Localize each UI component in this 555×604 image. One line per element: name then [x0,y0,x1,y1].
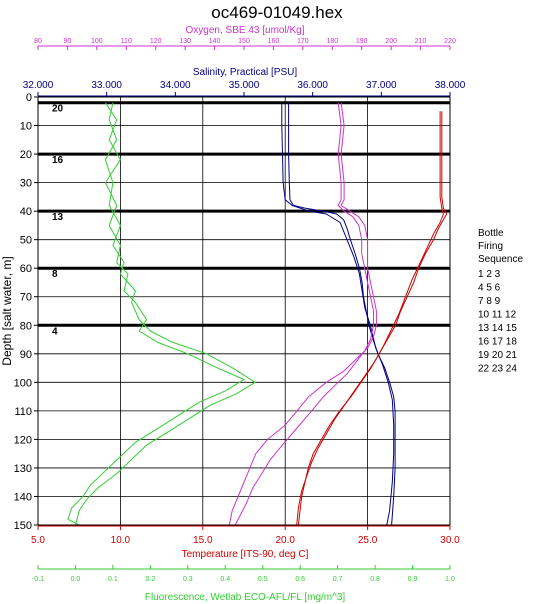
fluorescence-tick-label: 0.2 [145,576,155,583]
legend-row: 1 2 3 [478,269,501,280]
bottle-number-label: 8 [52,269,58,280]
bottle-number-label: 13 [52,212,64,223]
legend-row: 19 20 21 [478,350,517,361]
oxygen-tick-label: 170 [297,38,309,45]
legend-row: 22 23 24 [478,364,517,375]
depth-tick-label: 100 [14,377,32,389]
depth-tick-label: 50 [20,235,32,247]
oxygen-tick-label: 160 [268,38,280,45]
fluorescence-tick-label: 0.3 [183,576,193,583]
salinity-series-line [281,102,395,526]
fluorescence-series-line [75,102,256,526]
depth-axis: 0 10 20 30 40 50 60 70 80 90 100 110 120 130 140 150 [14,92,38,532]
bottle-number-label: 4 [52,326,58,337]
fluorescence-tick-label: 0.6 [295,576,305,583]
depth-tick-label: 0 [26,92,32,104]
oxygen-tick-label: 210 [415,38,427,45]
fluorescence-tick-label: 0.9 [408,576,418,583]
depth-tick-label: 20 [20,149,32,161]
legend-row: 7 8 9 [478,296,501,307]
oxygen-tick-label: 190 [356,38,368,45]
depth-tick-label: 140 [14,491,32,503]
salinity-tick-label: 36.000 [297,80,328,91]
oxygen-tick-label: 220 [444,38,456,45]
salinity-tick-label: 38.000 [435,80,466,91]
temperature-tick-label: 15.0 [193,535,213,546]
legend-title-line: Firing [478,241,503,252]
temperature-tick-label: 30.0 [440,535,460,546]
oxygen-axis: 80 90 100 110 120 130 140 150 160 170 180 190 200 210… [34,38,456,50]
depth-tick-label: 10 [20,121,32,133]
depth-tick-label: 30 [20,178,32,190]
salinity-axis-label: Salinity, Practical [PSU] [193,67,298,78]
bottle-number-label: 16 [52,155,64,166]
oxygen-tick-label: 130 [179,38,191,45]
salinity-tick-label: 37.000 [366,80,397,91]
oxygen-tick-label: 80 [34,38,42,45]
legend-title-line: Sequence [478,254,523,265]
bottle-firing-legend: Bottle Firing Sequence 1 2 3 4 5 6 7 8 9 10 11… [478,228,523,375]
fluorescence-axis: -0.1 0.0 0.1 0.2 0.3 0.4 0.5 0.6 0.7 0.8 0.9 1.0 [32,565,455,583]
oxygen-tick-label: 90 [64,38,72,45]
oxygen-tick-label: 180 [326,38,338,45]
depth-tick-label: 120 [14,434,32,446]
depth-tick-label: 60 [20,263,32,275]
temperature-tick-label: 25.0 [358,535,378,546]
depth-tick-label: 80 [20,320,32,332]
oxygen-tick-label: 200 [385,38,397,45]
fluorescence-tick-label: 0.8 [370,576,380,583]
fluorescence-series-line [67,102,245,526]
temperature-tick-label: 5.0 [31,535,45,546]
fluorescence-tick-label: -0.1 [32,576,44,583]
temperature-tick-label: 10.0 [111,535,131,546]
oxygen-series-line [234,102,374,526]
fluorescence-tick-label: 0.0 [71,576,81,583]
depth-tick-label: 110 [14,406,32,418]
temperature-axis-label: Temperature [ITS-90, deg C] [182,549,309,560]
oxygen-tick-label: 150 [238,38,250,45]
oxygen-series-line [228,102,377,526]
salinity-tick-label: 34.000 [160,80,191,91]
fluorescence-tick-label: 0.5 [258,576,268,583]
fluorescence-tick-label: 0.4 [220,576,230,583]
depth-tick-label: 40 [20,206,32,218]
oxygen-tick-label: 120 [150,38,162,45]
oxygen-tick-label: 110 [121,38,132,45]
legend-row: 4 5 6 [478,283,501,294]
plot-grid [37,96,451,526]
temperature-axis: 5.0 10.0 15.0 20.0 25.0 30.0 [31,525,460,546]
salinity-series-line [288,102,396,526]
data-series [67,102,448,526]
plot-frame [37,96,451,526]
bottle-firing-lines: 20 16 13 8 4 [38,101,450,337]
salinity-tick-label: 32.000 [23,80,54,91]
bottle-number-label: 20 [52,104,64,115]
salinity-tick-label: 35.000 [229,80,260,91]
legend-row: 16 17 18 [478,337,517,348]
legend-row: 13 14 15 [478,323,517,334]
depth-tick-label: 90 [20,349,32,361]
fluorescence-tick-label: 0.7 [333,576,343,583]
oxygen-tick-label: 100 [91,38,103,45]
oxygen-axis-label: Oxygen, SBE 43 [umol/Kg] [186,25,305,36]
fluorescence-tick-label: 1.0 [445,576,455,583]
temperature-tick-label: 20.0 [275,535,295,546]
depth-tick-label: 70 [20,292,32,304]
depth-tick-label: 130 [14,463,32,475]
chart-title: oc469-01049.hex [211,3,343,22]
legend-title-line: Bottle [478,228,504,239]
fluorescence-axis-label: Fluorescence, Wetlab ECO-AFL/FL [mg/m^3] [145,592,346,603]
temperature-series-line [297,111,448,526]
fluorescence-tick-label: 0.1 [108,576,118,583]
temperature-series-line [296,111,444,526]
legend-row: 10 11 12 [478,310,517,321]
salinity-tick-label: 33.000 [91,80,122,91]
depth-axis-label: Depth [salt water, m] [0,256,14,365]
salinity-axis: 32.000 33.000 34.000 35.000 36.000 37.000 38.0… [23,80,466,97]
oxygen-tick-label: 140 [209,38,221,45]
depth-tick-label: 150 [14,520,32,532]
